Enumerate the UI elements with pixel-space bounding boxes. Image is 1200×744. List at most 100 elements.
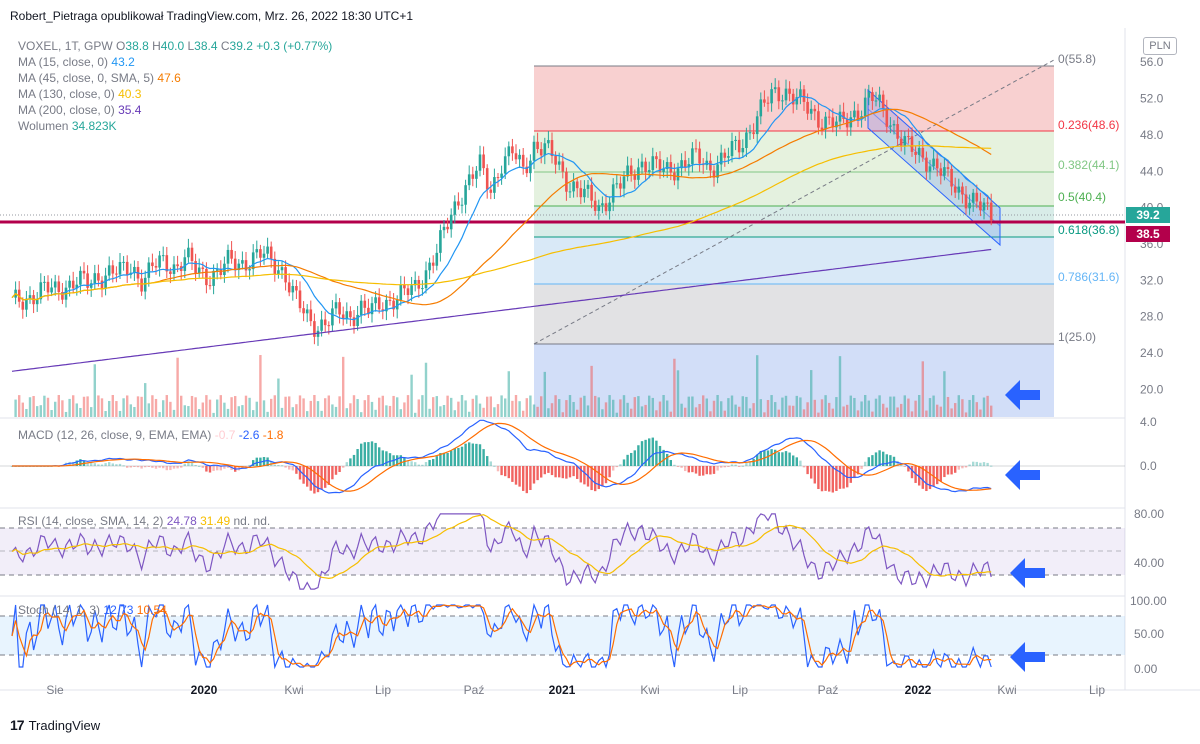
volume-bar: [723, 410, 726, 417]
macd-hist-bar: [532, 466, 536, 484]
volume-bar: [172, 409, 176, 417]
candle-body: [925, 157, 928, 172]
macd-hist-bar: [68, 461, 71, 466]
candle-body: [500, 173, 503, 178]
volume-bar: [504, 398, 507, 417]
volume-bar: [273, 395, 276, 417]
symbol-row: VOXEL, 1T, GPW O38.8 H40.0 L38.4 C39.2 +…: [18, 38, 332, 54]
candle-body: [669, 162, 673, 173]
macd-hist-bar: [284, 466, 287, 468]
rsi-legend[interactable]: RSI (14, close, SMA, 14, 2) 24.78 31.49 …: [18, 514, 271, 528]
macd-hist-bar: [853, 466, 856, 479]
candle-body: [241, 260, 244, 264]
volume-bar: [61, 400, 64, 417]
candle-body: [381, 309, 385, 312]
macd-hist-bar: [478, 444, 482, 466]
volume-bar: [597, 397, 600, 417]
indicator-row-ma45[interactable]: MA (45, close, 0, SMA, 5) 47.6: [18, 71, 181, 85]
volume-bar: [586, 405, 590, 417]
price-axis[interactable]: 20.024.028.032.036.040.044.048.052.056.0: [1140, 55, 1164, 396]
candle-body: [579, 188, 583, 198]
volume-bar: [532, 404, 536, 417]
volume-bar: [640, 406, 644, 417]
candle-body: [316, 330, 320, 337]
macd-hist-bar: [856, 466, 860, 475]
volume-bar: [946, 396, 950, 417]
volume-bar: [424, 362, 428, 417]
macd-hist-bar: [820, 466, 824, 492]
symbol-name[interactable]: VOXEL, 1T, GPW: [18, 39, 113, 53]
candle-body: [680, 160, 683, 169]
candle-body: [269, 246, 273, 259]
volume-bar: [327, 395, 330, 417]
candle-body: [251, 252, 255, 270]
ma45-line: [11, 108, 992, 306]
volume-bar: [828, 402, 831, 417]
volume-bar: [810, 370, 813, 417]
macd-hist-bar: [666, 453, 669, 466]
candle-body: [755, 116, 759, 135]
volume-bar: [64, 411, 68, 417]
candle-body: [597, 205, 601, 211]
macd-hist-bar: [460, 446, 464, 466]
candle-body: [50, 287, 53, 293]
indicator-row-volume[interactable]: Wolumen 34.823K: [18, 119, 117, 133]
macd-hist-bar: [788, 452, 791, 466]
macd-hist-bar: [871, 455, 874, 466]
volume-bar: [900, 403, 903, 417]
price-tick: 20.0: [1140, 382, 1164, 396]
candle-body: [863, 97, 867, 117]
macd-hist-bar: [936, 466, 939, 485]
volume-bar: [198, 409, 201, 417]
macd-hist-bar: [964, 466, 968, 468]
volume-bar: [882, 403, 885, 417]
macd-hist-bar: [169, 466, 172, 471]
indicator-row-ma130[interactable]: MA (130, close, 0) 40.3: [18, 87, 142, 101]
macd-legend[interactable]: MACD (12, 26, close, 9, EMA, EMA) -0.7 -…: [18, 428, 284, 442]
candle-body: [554, 156, 557, 165]
candle-body: [871, 92, 874, 101]
indicator-row-ma200[interactable]: MA (200, close, 0) 35.4: [18, 103, 142, 117]
arrow-left-icon: [1005, 380, 1040, 410]
volume-bar: [169, 401, 172, 417]
macd-hist-bar: [75, 460, 78, 466]
volume-bar: [975, 402, 978, 417]
macd-hist-bar: [637, 445, 640, 466]
macd-hist-bar: [680, 466, 683, 468]
volume-bar: [939, 406, 942, 417]
volume-bar: [727, 398, 730, 417]
macd-hist-bar: [824, 466, 827, 491]
candle-body: [932, 158, 935, 167]
macd-hist-bar: [482, 449, 485, 466]
macd-hist-bar: [921, 466, 924, 489]
macd-hist-bar: [644, 439, 647, 466]
volume-bar: [885, 407, 888, 417]
candle-body: [467, 174, 471, 186]
macd-hist-bar: [97, 464, 100, 466]
footer[interactable]: 17 TradingView: [10, 717, 100, 733]
candle-body: [777, 87, 781, 102]
macd-hist-bar: [784, 451, 788, 466]
candle-body: [345, 311, 349, 319]
candle-body: [770, 89, 773, 104]
volume-bar: [309, 400, 312, 417]
macd-hist-bar: [306, 466, 309, 487]
volume-bar: [378, 397, 381, 417]
candle-body: [349, 311, 352, 318]
macd-hist-bar: [658, 445, 662, 466]
volume-bar: [428, 408, 431, 417]
macd-signal-line: [12, 422, 992, 492]
fib-label: 0.618(36.8): [1058, 223, 1119, 237]
macd-hist-bar: [172, 466, 176, 469]
currency-badge[interactable]: PLN: [1143, 37, 1177, 55]
stoch-legend[interactable]: Stoch (14, 1, 3) 12.73 10.54: [18, 603, 167, 617]
candle-body: [514, 153, 518, 160]
indicator-row-ma15[interactable]: MA (15, close, 0) 43.2: [18, 55, 135, 69]
candle-body: [806, 101, 809, 114]
time-axis[interactable]: Sie 2020 Kwi Lip Paź 2021 Kwi Lip Paź 2022 Kwi Lip: [46, 683, 1105, 697]
volume-bar: [180, 395, 183, 417]
volume-bar: [302, 398, 305, 417]
volume-bar: [738, 406, 741, 417]
candle-body: [125, 261, 129, 275]
